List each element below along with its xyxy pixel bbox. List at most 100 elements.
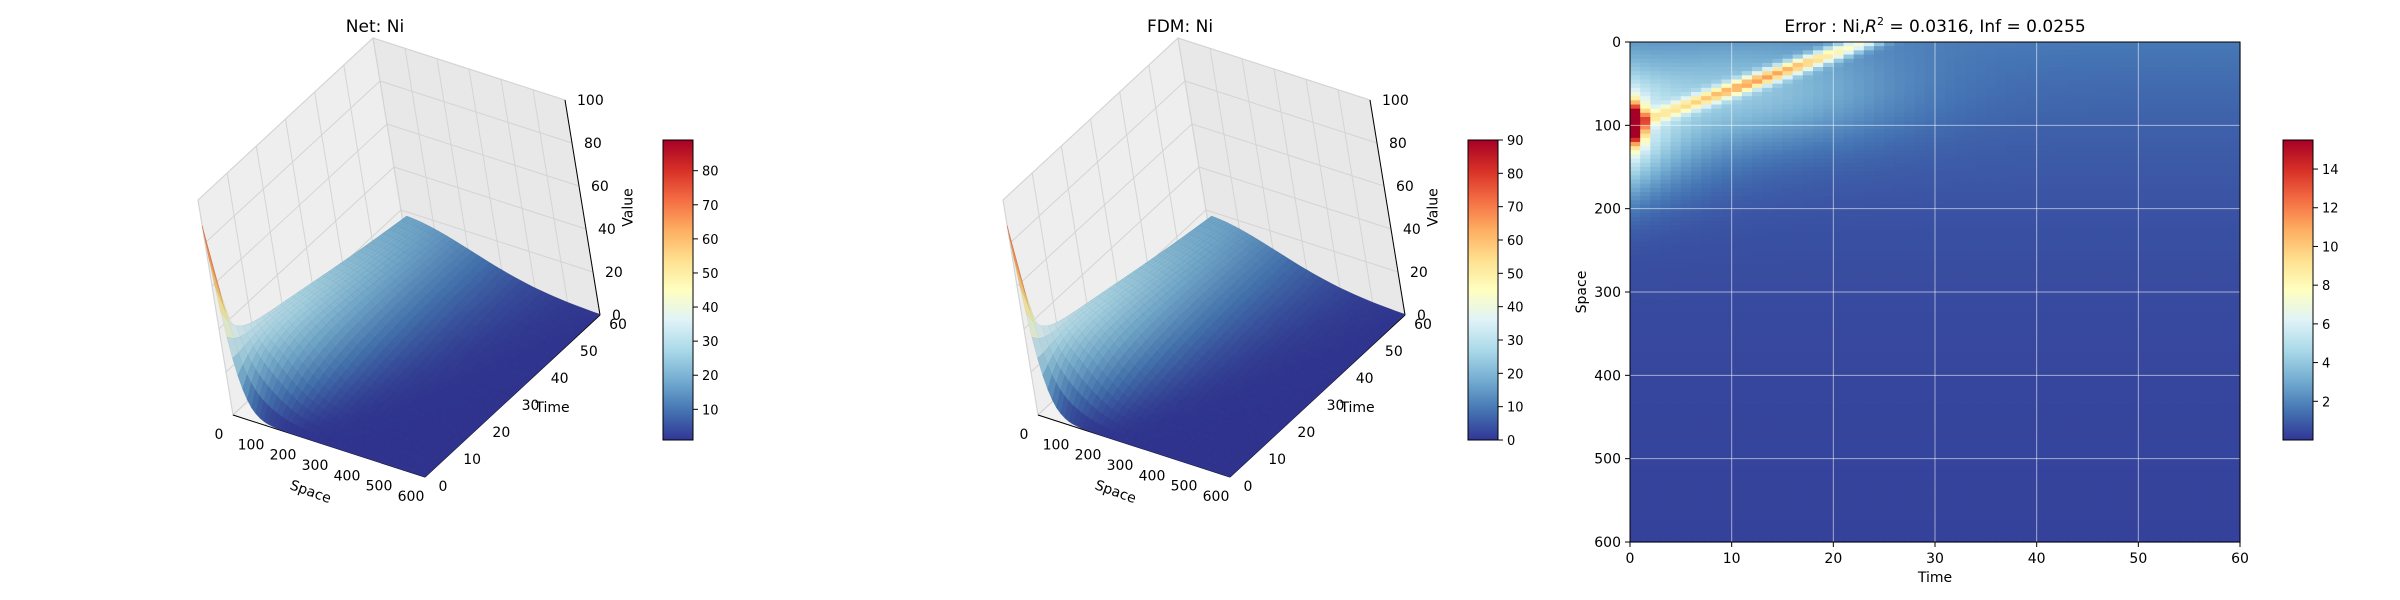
heatmap-cell [2077,54,2089,60]
heatmap-cell [1660,104,1672,110]
heatmap-cell [2006,154,2017,160]
heatmap-cell [2087,50,2099,56]
heatmap-cell [1701,162,1712,168]
heatmap-cell [1914,167,1926,172]
heatmap-cell [1752,137,1763,143]
heatmap-cell [2118,87,2129,93]
heatmap-cell [2148,46,2160,51]
heatmap-cell [1731,192,1743,197]
heatmap-cell [1630,42,1641,47]
heatmap-cell [1863,104,1875,110]
heatmap-cell [1924,175,1936,181]
heatmap-cell [1650,179,1662,185]
heatmap-cell [2179,108,2190,114]
heatmap-cell [1884,137,1895,143]
heatmap-cell [1802,196,1814,201]
heatmap-cell [1985,117,1997,122]
heatmap-cell [2148,100,2160,106]
heatmap-cell [2107,171,2119,176]
heatmap-cell [1914,137,1926,143]
heatmap-cell [1650,187,1662,193]
heatmap-cell [2179,162,2190,168]
heatmap-cell [1813,208,1824,214]
heatmap-cell [1863,54,1875,60]
heatmap-cell [1843,46,1855,51]
heatmap-cell [1670,75,1682,81]
panel-fdm-colorbar-gradient [1467,139,1499,441]
heatmap-cell [2057,71,2068,76]
heatmap-cell [2148,79,2160,85]
heatmap-cell [1721,192,1733,197]
heatmap-cell [2036,187,2048,193]
heatmap-cell [1660,167,1672,172]
heatmap-cell [1691,83,1702,89]
heatmap-cell [1782,46,1794,51]
heatmap-cell [1894,112,1906,118]
heatmap-cell [1894,146,1906,151]
heatmap-cell [1802,67,1814,72]
heatmap-cell [1660,192,1672,197]
heatmap-cell [1721,83,1733,89]
heatmap-cell [2128,196,2139,201]
heatmap-cell [1914,96,1926,101]
heatmap-cell [1975,167,1987,172]
heatmap-cell [2036,175,2048,181]
heatmap-cell [1884,196,1895,201]
heatmap-cell [1630,208,1641,214]
heatmap-cell [1782,158,1794,164]
heatmap-cell [1680,83,1692,89]
heatmap-cell [1823,208,1834,214]
heatmap-cell [2179,71,2190,76]
x-tick-label: 100 [238,437,265,453]
heatmap-cell [2046,100,2058,106]
heatmap-cell [1741,175,1753,181]
heatmap-cell [2107,142,2119,147]
heatmap-cell [2016,150,2028,156]
heatmap-cell [1721,54,1733,60]
heatmap-cell [2107,117,2119,122]
heatmap-cell [2219,125,2231,131]
heatmap-cell [1741,192,1753,197]
heatmap-cell [1772,175,1784,181]
heatmap-cell [1630,192,1641,197]
heatmap-cell [1660,46,1672,51]
heatmap-cell [2148,158,2160,164]
heatmap-cell [1630,92,1641,97]
heatmap-cell [2016,87,2028,93]
colorbar-tick-label: 80 [1507,167,1524,182]
heatmap-cell [2209,112,2221,118]
heatmap-cell [1792,158,1804,164]
z-axis-label: Value [1426,188,1442,226]
heatmap-cell [1955,208,1967,214]
heatmap-cell [1965,146,1977,151]
heatmap-cell [1975,175,1987,181]
heatmap-cell [1762,71,1773,76]
heatmap-cell [1691,162,1702,168]
heatmap-cell [2179,158,2190,164]
heatmap-cell [1945,117,1956,122]
heatmap-cell [2046,200,2058,206]
heatmap-cell [1701,46,1712,51]
heatmap-cell [1762,192,1773,197]
heatmap-cell [1904,46,1916,51]
heatmap-cell [2087,179,2099,185]
heatmap-cell [1640,146,1651,151]
heatmap-cell [1813,187,1824,193]
heatmap-cell [1630,112,1641,118]
heatmap-cell [1924,112,1936,118]
heatmap-cell [1955,58,1967,64]
heatmap-cell [2016,67,2028,72]
heatmap-cell [2128,192,2139,197]
heatmap-cell [2107,133,2119,139]
heatmap-cell [1792,67,1804,72]
heatmap-cell [1813,175,1824,181]
heatmap-cell [2087,67,2099,72]
heatmap-cell [2046,79,2058,85]
heatmap-cell [2199,171,2211,176]
heatmap-cell [2006,133,2017,139]
heatmap-cell [2087,133,2099,139]
heatmap-cell [1945,92,1956,97]
heatmap-cell [1680,175,1692,181]
heatmap-cell [1731,87,1743,93]
heatmap-cell [1996,50,2007,56]
